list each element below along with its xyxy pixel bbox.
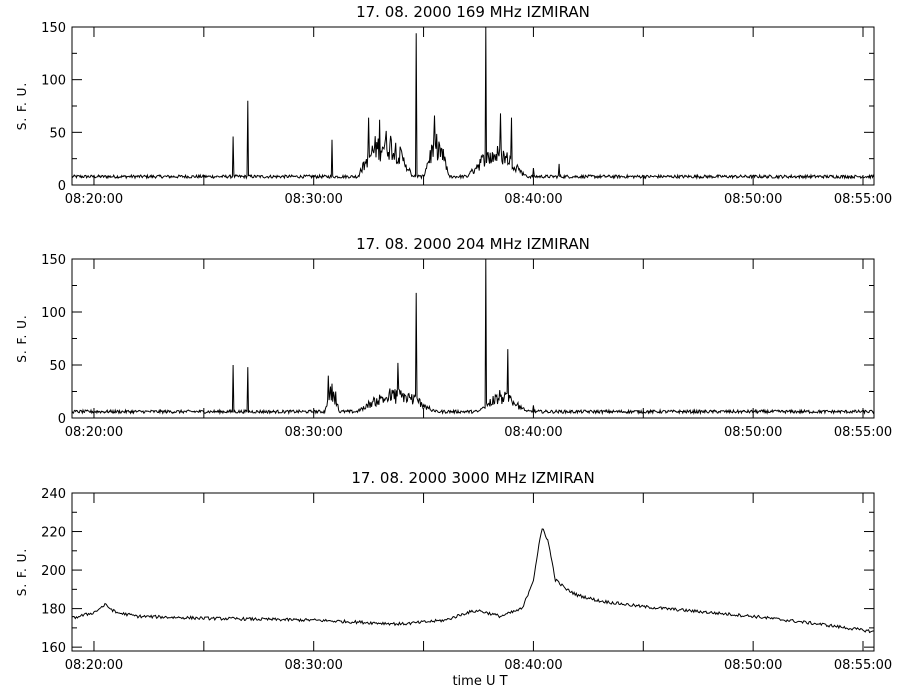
panel-3: 17. 08. 2000 3000 MHz IZMIRAN S. F. U. tim… [15, 469, 892, 689]
x-tick-label: 08:55:00 [834, 658, 892, 673]
plot-frame [71, 26, 875, 186]
y-tick-label: 150 [41, 21, 66, 36]
x-tick-label: 08:50:00 [724, 658, 782, 673]
x-tick-label: 08:30:00 [285, 425, 343, 440]
flux-series-line [71, 26, 875, 180]
y-axis-label: S. F. U. [15, 82, 29, 130]
y-tick-label: 220 [41, 526, 66, 541]
y-tick-label: 0 [58, 412, 66, 427]
x-tick-label: 08:55:00 [834, 192, 892, 207]
plot-frame [71, 492, 875, 652]
x-tick-label: 08:20:00 [65, 658, 123, 673]
flux-series-line [71, 528, 875, 634]
y-tick-label: 50 [49, 126, 66, 141]
x-tick-label: 08:40:00 [504, 192, 562, 207]
x-axis-label: time U T [452, 674, 507, 689]
x-tick-label: 08:20:00 [65, 425, 123, 440]
y-tick-label: 200 [41, 564, 66, 579]
panel-title: 17. 08. 2000 3000 MHz IZMIRAN [351, 469, 594, 487]
y-axis-label: S. F. U. [15, 548, 29, 596]
panel-title: 17. 08. 2000 204 MHz IZMIRAN [356, 235, 590, 253]
y-tick-label: 180 [41, 603, 66, 618]
y-axis-label: S. F. U. [15, 314, 29, 362]
plot-frame [71, 258, 875, 419]
y-tick-label: 0 [58, 179, 66, 194]
y-tick-label: 160 [41, 641, 66, 656]
panel-title: 17. 08. 2000 169 MHz IZMIRAN [356, 3, 590, 21]
panel-2: 17. 08. 2000 204 MHz IZMIRAN S. F. U. 0 50 1… [15, 235, 892, 440]
x-tick-label: 08:40:00 [504, 658, 562, 673]
x-tick-label: 08:30:00 [285, 658, 343, 673]
flux-series-line [71, 258, 875, 416]
x-tick-label: 08:20:00 [65, 192, 123, 207]
y-tick-label: 240 [41, 487, 66, 502]
panel-1: 17. 08. 2000 169 MHz IZMIRAN S. F. U. 0 50 1… [15, 3, 892, 207]
x-tick-label: 08:50:00 [724, 425, 782, 440]
x-tick-label: 08:30:00 [285, 192, 343, 207]
x-tick-label: 08:55:00 [834, 425, 892, 440]
x-tick-label: 08:50:00 [724, 192, 782, 207]
y-tick-label: 150 [41, 253, 66, 268]
x-tick-label: 08:40:00 [504, 425, 562, 440]
y-tick-label: 50 [49, 359, 66, 374]
y-tick-label: 100 [41, 306, 66, 321]
y-tick-label: 100 [41, 74, 66, 89]
